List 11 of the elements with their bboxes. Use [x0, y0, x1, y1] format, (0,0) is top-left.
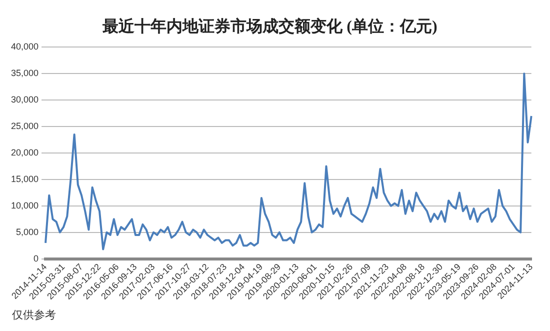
y-tick-label: 15,000 [10, 174, 39, 184]
chart-title: 最近十年内地证券市场成交额变化 (单位：亿元) [102, 16, 438, 36]
y-tick-label: 40,000 [10, 42, 39, 52]
y-tick-label: 20,000 [10, 147, 39, 158]
y-tick-label: 35,000 [10, 68, 39, 78]
text: 仅供参考 [12, 308, 56, 322]
y-tick-label: 0 [34, 253, 39, 264]
y-tick-label: 25,000 [10, 121, 39, 132]
y-tick-label: 10,000 [10, 200, 39, 210]
y-tick-label: 30,000 [10, 94, 39, 105]
y-tick-label: 5,000 [16, 226, 39, 237]
